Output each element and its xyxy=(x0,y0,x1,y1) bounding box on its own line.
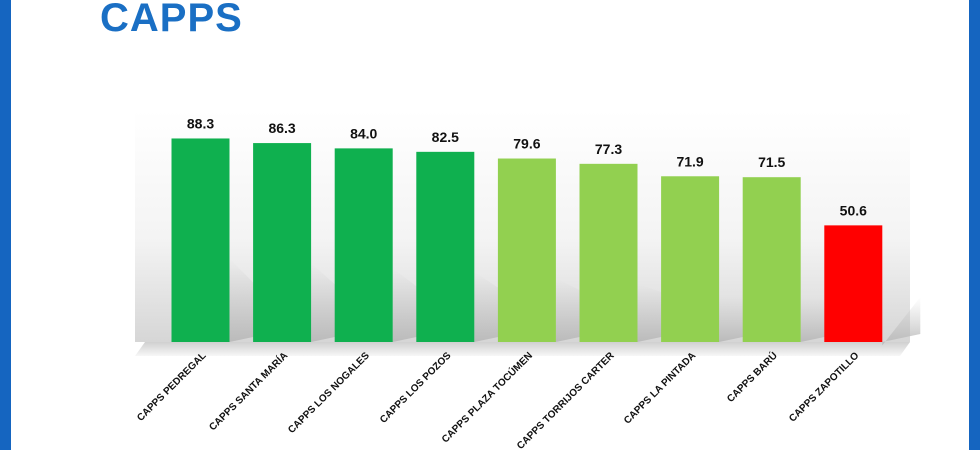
category-label: CAPPS SANTA MARÍA xyxy=(206,349,290,433)
bar xyxy=(661,176,720,342)
slide-frame-right xyxy=(969,0,980,450)
category-label: CAPPS LA PINTADA xyxy=(622,350,698,426)
bar-value-label: 50.6 xyxy=(840,202,867,218)
category-label: CAPPS PLAZA TOCÚMEN xyxy=(439,349,535,445)
category-label: CAPPS BARÚ xyxy=(724,349,780,405)
bar xyxy=(171,138,230,342)
category-label: CAPPS ZAPOTILLO xyxy=(787,350,861,424)
bar xyxy=(416,151,475,342)
bar-value-label: 88.3 xyxy=(187,115,214,131)
category-label: CAPPS PEDREGAL xyxy=(135,350,208,423)
bar-value-label: 84.0 xyxy=(350,125,377,141)
slide-title: CAPPS xyxy=(100,0,243,40)
bar-value-label: 79.6 xyxy=(513,136,540,152)
bar-value-label: 71.9 xyxy=(676,153,703,169)
slide-frame-left xyxy=(0,0,11,450)
bar-value-label: 71.5 xyxy=(758,154,785,170)
bar xyxy=(253,143,312,342)
bar xyxy=(497,158,556,342)
category-label: CAPPS TORRIJOS CARTER xyxy=(515,350,617,450)
value-labels-group: 88.3 86.3 84.0 82.5 79.6 77.3 71.9 71.5 50.6 xyxy=(187,115,867,218)
bar-shadow xyxy=(882,297,921,346)
bar xyxy=(824,225,883,342)
bar-value-label: 82.5 xyxy=(432,129,459,145)
bar xyxy=(334,148,393,342)
bar xyxy=(742,177,801,342)
bar-value-label: 77.3 xyxy=(595,141,622,157)
category-label: CAPPS LOS NOGALES xyxy=(286,350,372,436)
bars-group xyxy=(171,138,883,342)
category-label: CAPPS LOS POZOS xyxy=(378,350,454,426)
bar xyxy=(579,163,638,342)
bar-value-label: 86.3 xyxy=(268,120,295,136)
chart-floor xyxy=(135,342,910,356)
